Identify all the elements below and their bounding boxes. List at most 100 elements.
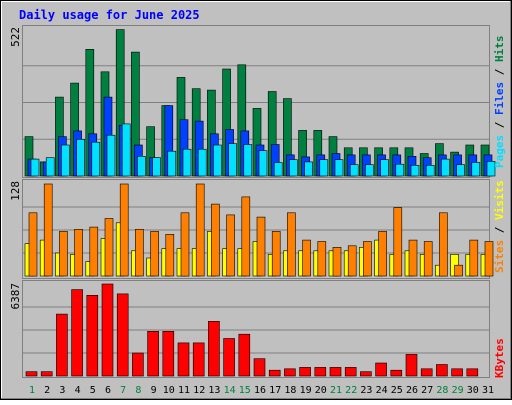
bar-pages (167, 150, 177, 177)
bars-visits-sites (24, 183, 494, 277)
bar-pages (395, 163, 405, 177)
day-label: 31 (482, 385, 494, 396)
legend-sep-3: / (493, 220, 506, 240)
day-label: 12 (193, 385, 205, 396)
bar-sites (439, 212, 448, 277)
bar-sites (469, 239, 479, 277)
day-label: 20 (315, 385, 327, 396)
bar-sites (165, 234, 175, 277)
bar-kbytes (360, 371, 372, 377)
bar-pages (258, 150, 268, 177)
bar-sites (135, 229, 144, 277)
bar-kbytes (284, 368, 296, 377)
bar-sites (59, 231, 68, 277)
day-label: 7 (120, 385, 126, 396)
bar-pages (441, 158, 450, 177)
bar-kbytes (390, 369, 403, 377)
bar-pages (304, 161, 313, 177)
day-label: 19 (300, 385, 312, 396)
bar-kbytes (329, 367, 342, 377)
day-label: 2 (44, 385, 50, 396)
bar-kbytes (344, 367, 357, 377)
bar-kbytes (71, 289, 83, 377)
legend-files: Files (493, 82, 506, 115)
bar-pages (121, 123, 131, 177)
bar-sites (287, 212, 296, 277)
day-label: 18 (284, 385, 296, 396)
bar-kbytes (208, 320, 220, 377)
bar-kbytes (375, 362, 387, 377)
bar-sites (347, 245, 357, 277)
day-label: 4 (75, 385, 81, 396)
bar-sites (89, 226, 99, 277)
bar-pages (471, 162, 481, 177)
legend-visits-sites: Sites / Visits (493, 180, 506, 273)
day-label: 13 (208, 385, 220, 396)
legend-hits-files-pages: Pages / Files / Hits (493, 36, 506, 169)
bar-kbytes (420, 368, 433, 377)
kbytes-max-label: 6387 (9, 283, 22, 310)
bar-kbytes (299, 367, 311, 377)
bar-kbytes (314, 367, 327, 377)
bar-sites (332, 247, 342, 277)
bar-sites (43, 183, 53, 277)
bar-pages (106, 134, 116, 177)
bar-pages (76, 139, 85, 177)
bar-pages (137, 156, 146, 177)
legend-sep-2: / (493, 62, 506, 82)
bar-pages (425, 165, 435, 177)
bar-sites (302, 239, 311, 277)
bar-sites (271, 231, 281, 277)
bar-kbytes (116, 293, 129, 377)
day-label: 29 (452, 385, 464, 396)
bar-kbytes (238, 333, 251, 377)
day-label: 6 (105, 385, 111, 396)
bar-pages (197, 148, 207, 177)
legend-sites: Sites (493, 240, 506, 273)
bar-kbytes (466, 368, 479, 377)
bar-kbytes (177, 342, 190, 377)
bar-sites (28, 212, 38, 277)
bar-kbytes (162, 330, 175, 377)
bar-kbytes (101, 283, 114, 377)
bar-kbytes (405, 354, 418, 377)
bar-kbytes (25, 371, 38, 377)
bar-sites (393, 207, 403, 277)
legend-sites-group: Sites / Visits (493, 180, 506, 273)
bar-pages (380, 159, 389, 177)
bar-pages (334, 159, 344, 177)
bars-hits-files-pages (24, 29, 496, 177)
bar-pages (289, 159, 298, 177)
bar-sites (454, 264, 463, 277)
bar-sites (378, 231, 387, 277)
bar-sites (195, 183, 205, 277)
x-axis-day-labels: 1 2 3 4 5 6 7 8 9 10 11 12 13 14 15 16 17 18 19 20 21 22 23 24 2… (29, 385, 494, 396)
bar-kbytes (86, 294, 99, 377)
bar-pages (152, 157, 161, 177)
day-label: 27 (421, 385, 433, 396)
bar-sites (484, 241, 494, 277)
day-label: 17 (269, 385, 281, 396)
bar-sites (241, 196, 251, 277)
sites-max-label: 128 (9, 181, 22, 201)
day-label: 11 (178, 385, 190, 396)
bar-pages (91, 141, 101, 177)
bar-pages (61, 144, 70, 177)
day-label: 24 (376, 385, 388, 396)
bar-sites (150, 231, 159, 277)
chart-title: Daily usage for June 2025 (19, 8, 200, 22)
bar-pages (228, 143, 237, 177)
legend-pages: Pages (493, 135, 506, 168)
bar-pages (365, 164, 374, 177)
bar-kbytes (268, 369, 281, 377)
bar-sites (423, 241, 433, 277)
day-label: 30 (467, 385, 479, 396)
bar-pages (273, 162, 283, 177)
day-label: 1 (29, 385, 35, 396)
bar-kbytes (451, 368, 463, 377)
hits-max-label: 522 (9, 27, 22, 47)
bar-kbytes (56, 313, 68, 377)
day-label: 25 (391, 385, 403, 396)
